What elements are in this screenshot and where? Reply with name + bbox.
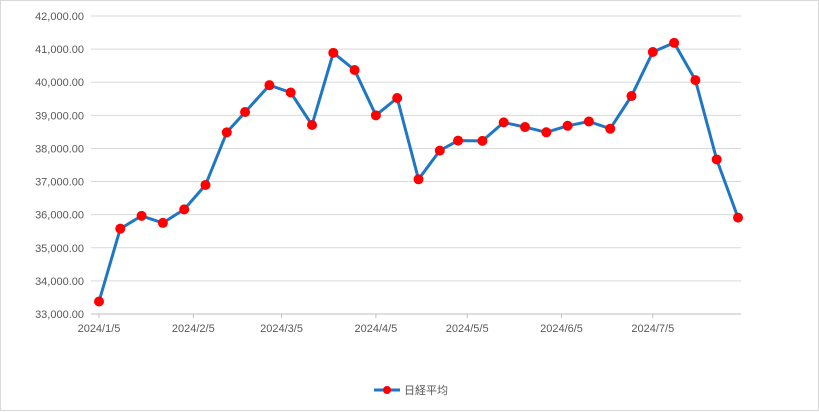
data-point (711, 154, 722, 165)
data-point (690, 75, 701, 86)
data-point (94, 296, 104, 307)
y-tick-label: 37,000.00 (35, 177, 84, 189)
x-axis-tick-labels: 2024/1/5 2024/2/5 2024/3/5 2024/4/5 2024/5/5… (78, 314, 674, 335)
data-point (562, 120, 573, 131)
x-tick-label: 2024/3/5 (260, 323, 303, 335)
data-point (392, 92, 403, 103)
data-point (498, 117, 509, 128)
x-tick-label: 2024/2/5 (172, 323, 215, 335)
data-point (240, 107, 251, 118)
data-point (434, 145, 445, 156)
data-point (626, 91, 637, 102)
y-tick-label: 41,000.00 (35, 44, 84, 56)
data-point (520, 122, 530, 133)
data-point (583, 116, 594, 127)
y-tick-label: 34,000.00 (35, 276, 84, 288)
data-point (413, 174, 424, 185)
data-point (349, 65, 360, 76)
data-point (370, 110, 381, 121)
x-tick-label: 2024/4/5 (354, 323, 397, 335)
legend-marker-swatch (383, 386, 391, 394)
data-point (477, 135, 488, 146)
series-markers (94, 37, 743, 307)
legend: 日経平均 (374, 384, 448, 397)
grid-lines (91, 15, 741, 282)
data-point (307, 120, 317, 131)
data-point (221, 127, 232, 138)
y-tick-label: 40,000.00 (35, 77, 84, 89)
x-tick-label: 2024/5/5 (446, 323, 489, 335)
y-tick-label: 36,000.00 (35, 210, 84, 222)
data-point (733, 212, 743, 223)
y-tick-label: 33,000.00 (35, 309, 84, 321)
data-point (115, 223, 126, 234)
y-tick-label: 38,000.00 (35, 143, 84, 155)
data-point (669, 37, 680, 48)
legend-label: 日経平均 (404, 384, 448, 397)
y-tick-label: 42,000.00 (35, 11, 84, 23)
y-axis-tick-labels: 33,000.00 34,000.00 35,000.00 36,000.00 37,0… (35, 11, 84, 321)
x-tick-label: 2024/7/5 (631, 323, 674, 335)
data-point (200, 179, 211, 190)
x-tick-label: 2024/6/5 (540, 323, 583, 335)
data-point (605, 123, 616, 134)
data-point (328, 47, 339, 58)
data-point (285, 87, 296, 98)
data-point (179, 204, 190, 215)
y-tick-label: 35,000.00 (35, 243, 84, 255)
x-tick-label: 2024/1/5 (78, 323, 121, 335)
data-point (541, 127, 552, 138)
data-point (157, 217, 168, 228)
data-point (136, 210, 147, 221)
series-line (97, 41, 740, 302)
data-point (647, 47, 658, 58)
data-point (264, 80, 275, 91)
y-tick-label: 39,000.00 (35, 110, 84, 122)
data-point (453, 135, 464, 146)
